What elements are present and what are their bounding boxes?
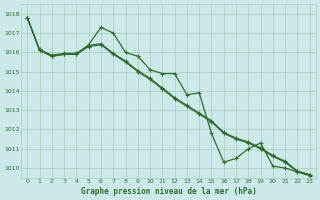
X-axis label: Graphe pression niveau de la mer (hPa): Graphe pression niveau de la mer (hPa) (81, 187, 256, 196)
